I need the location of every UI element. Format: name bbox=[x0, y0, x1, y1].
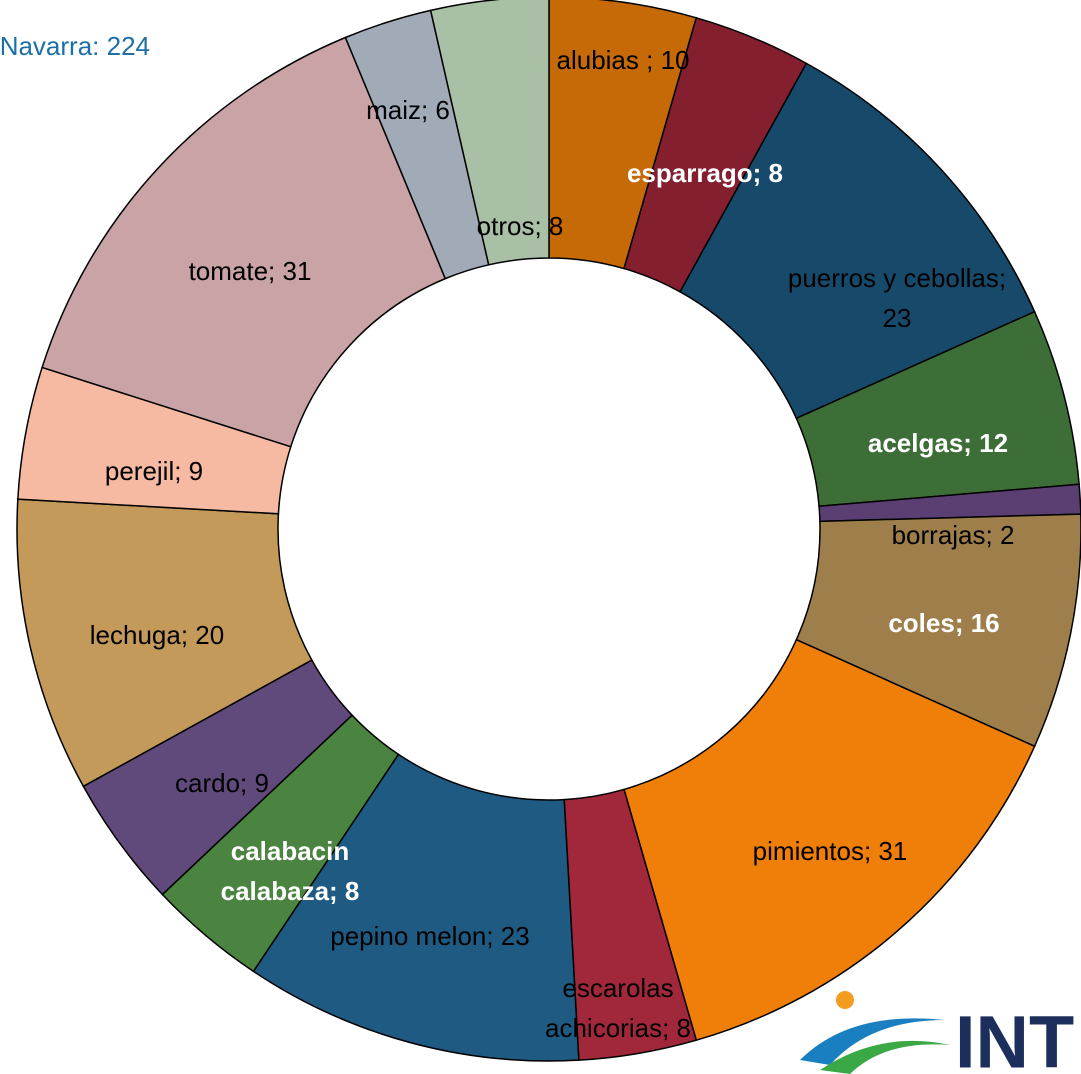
data-label: alubias ; 10 bbox=[557, 45, 690, 75]
data-label: maiz; 6 bbox=[366, 95, 450, 125]
data-label: acelgas; 12 bbox=[868, 428, 1008, 458]
chart-title: Navarra: 224 bbox=[0, 31, 150, 61]
data-label: pepino melon; 23 bbox=[330, 921, 529, 951]
data-label: puerros y cebollas; 23 bbox=[788, 263, 1006, 333]
donut-segment bbox=[41, 36, 447, 448]
logo-text: INT bbox=[955, 1001, 1074, 1074]
logo-icon bbox=[800, 991, 950, 1074]
data-label: borrajas; 2 bbox=[892, 520, 1015, 550]
donut-segment bbox=[429, 0, 550, 266]
data-label: lechuga; 20 bbox=[90, 620, 224, 650]
data-label: esparrago; 8 bbox=[627, 158, 783, 188]
donut-segment bbox=[623, 638, 1036, 1042]
donut-segment bbox=[679, 62, 1036, 420]
data-label: calabacin calabaza; 8 bbox=[221, 836, 360, 906]
donut-segment bbox=[252, 753, 580, 1062]
data-label: coles; 16 bbox=[888, 608, 999, 638]
data-label: pimientos; 31 bbox=[753, 836, 908, 866]
data-label: escarolas achicorias; 8 bbox=[545, 973, 691, 1043]
data-label: perejil; 9 bbox=[105, 456, 203, 486]
data-label: tomate; 31 bbox=[189, 256, 312, 286]
data-label: cardo; 9 bbox=[175, 768, 269, 798]
data-label: otros; 8 bbox=[477, 211, 564, 241]
